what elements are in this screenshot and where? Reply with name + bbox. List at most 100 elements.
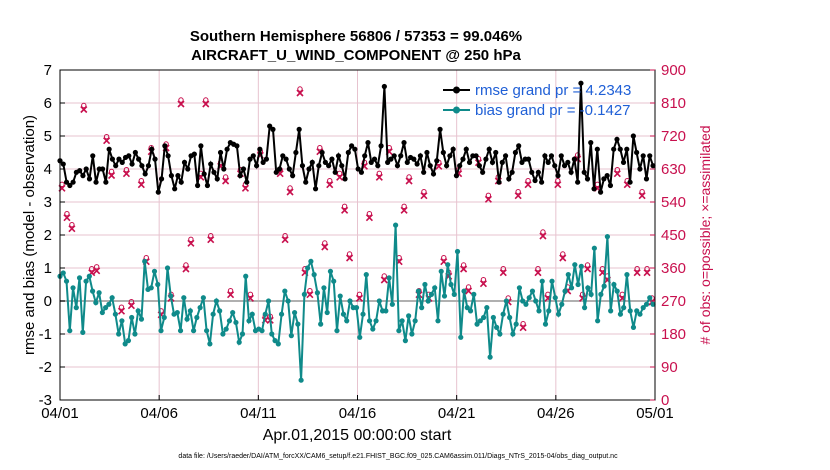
rmse-point	[267, 123, 273, 129]
bias-point	[197, 305, 203, 311]
obs-assimilated-point	[375, 173, 383, 181]
bias-point	[640, 305, 646, 311]
bias-point	[565, 272, 571, 278]
rmse-point	[106, 146, 112, 152]
bias-point	[148, 285, 154, 291]
obs-possible-point	[381, 273, 387, 279]
bias-point	[243, 273, 249, 279]
y-left-tick-label: 5	[44, 128, 52, 145]
bias-point	[239, 331, 246, 337]
rmse-point	[244, 179, 250, 185]
rmse-point	[250, 153, 256, 159]
rmse-point	[290, 173, 296, 179]
obs-possible-point	[81, 102, 87, 109]
rmse-point	[253, 163, 260, 169]
bias-point	[435, 318, 441, 324]
bias-point	[109, 295, 115, 301]
bias-point	[428, 291, 435, 297]
bias-point	[246, 318, 252, 324]
rmse-point	[496, 179, 502, 185]
obs-possible-point	[307, 287, 313, 294]
obs-possible-point	[327, 177, 333, 184]
rmse-point	[620, 159, 627, 165]
bias-point	[70, 285, 76, 291]
rmse-point	[309, 159, 315, 165]
rmse-point	[565, 159, 571, 165]
obs-assimilated-point	[554, 181, 562, 189]
obs-possible-point	[322, 240, 328, 246]
rmse-point	[165, 153, 171, 159]
obs-assimilated-point	[222, 177, 230, 185]
rmse-point	[237, 173, 243, 179]
bias-point	[419, 305, 425, 311]
obs-possible-point	[421, 188, 427, 195]
x-tick-label: 04/01	[41, 405, 79, 422]
rmse-point	[217, 149, 224, 156]
bias-point	[637, 311, 643, 317]
rmse-point	[185, 166, 191, 172]
obs-possible-point	[188, 236, 194, 243]
bias-point	[233, 319, 239, 326]
bias-point	[487, 354, 493, 360]
bias-point	[314, 290, 321, 296]
rmse-point	[60, 161, 66, 167]
rmse-point	[493, 149, 499, 156]
rmse-point	[316, 163, 322, 169]
x-tick-label: 04/06	[140, 405, 178, 422]
obs-assimilated-point	[400, 206, 408, 214]
rmse-point	[339, 163, 345, 169]
bias-point	[624, 272, 630, 278]
y-right-tick-label: 900	[661, 62, 686, 79]
rmse-series-layer	[57, 80, 656, 195]
bias-point	[474, 321, 480, 327]
rmse-point	[502, 153, 509, 159]
bias-point	[409, 331, 415, 337]
bias-point	[99, 309, 105, 316]
bias-series-layer	[57, 222, 656, 383]
rmse-point	[126, 153, 132, 159]
rmse-point	[152, 156, 158, 162]
rmse-point	[404, 159, 410, 165]
bias-point	[627, 308, 633, 314]
rmse-point	[427, 163, 433, 169]
bias-point	[539, 278, 545, 284]
obs-possible-point	[465, 284, 472, 290]
obs-assimilated-point	[137, 181, 145, 189]
rmse-point	[162, 143, 168, 149]
obs-assimilated-point	[534, 269, 542, 277]
x-tick-label: 04/21	[438, 405, 476, 422]
rmse-point	[342, 176, 348, 182]
rmse-point	[552, 163, 558, 169]
obs-possible-point	[203, 97, 209, 103]
obs-possible-point	[118, 304, 125, 310]
rmse-point	[525, 156, 532, 162]
obs-assimilated-point	[187, 239, 195, 247]
bias-point	[73, 305, 79, 311]
bias-point	[363, 272, 369, 278]
rmse-point	[388, 156, 394, 162]
obs-possible-point	[178, 97, 184, 103]
bias-point	[357, 334, 363, 340]
rmse-point	[447, 153, 453, 159]
bias-point	[151, 268, 158, 274]
bias-point	[347, 298, 353, 304]
rmse-point	[591, 186, 597, 192]
rmse-point	[306, 166, 312, 172]
obs-possible-point	[247, 291, 254, 298]
rmse-point	[129, 161, 135, 167]
rmse-point	[247, 156, 253, 162]
rmse-point	[571, 156, 577, 162]
rmse-point	[529, 169, 535, 175]
obs-possible-point	[584, 262, 591, 268]
legend-rmse-label: rmse grand pr = 4.2343	[475, 82, 631, 99]
bias-point	[467, 308, 474, 314]
obs-possible-point	[341, 203, 348, 210]
bias-point	[422, 281, 428, 288]
obs-assimilated-point	[643, 269, 651, 277]
obs-possible-point	[644, 265, 650, 272]
rmse-point	[588, 140, 594, 146]
obs-possible-point	[535, 265, 541, 272]
obs-possible-point	[64, 210, 70, 217]
bias-point	[536, 308, 542, 314]
rmse-point	[181, 159, 188, 165]
